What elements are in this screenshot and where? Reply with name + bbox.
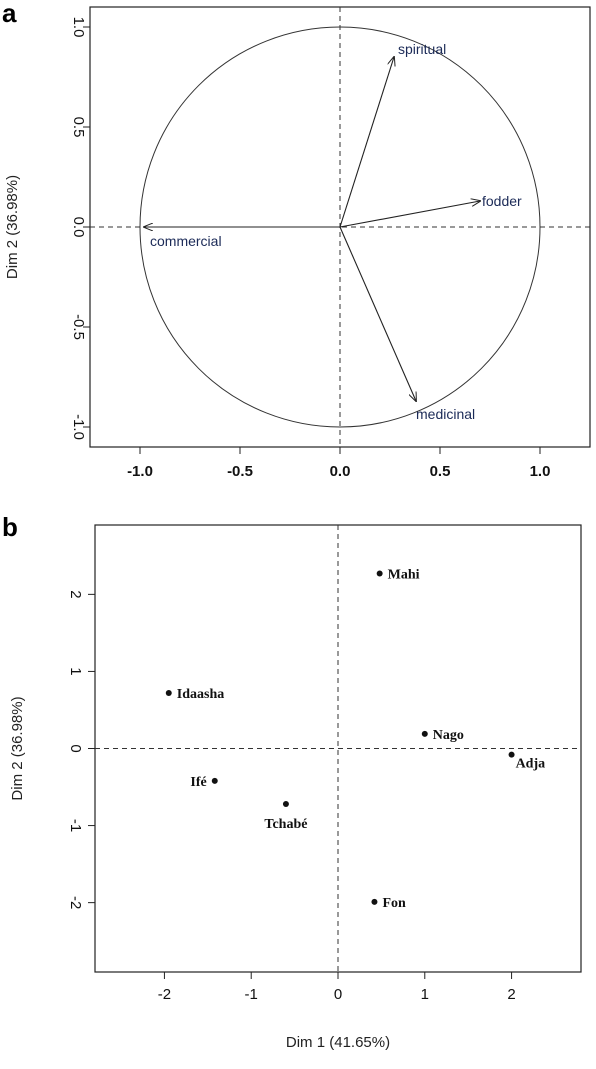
point-label-Idaasha: Idaasha <box>177 687 224 702</box>
vector-label-medicinal: medicinal <box>416 406 475 422</box>
point-Nago <box>421 730 428 737</box>
y-tick-label: 2 <box>67 590 84 598</box>
y-tick-label: -0.5 <box>70 314 87 340</box>
correlation-circle <box>139 26 541 428</box>
y-tick-label: -1 <box>67 819 84 832</box>
x-tick-label: -0.5 <box>227 463 253 480</box>
panel-b-letter: b <box>2 512 18 542</box>
y-tick-label: -1.0 <box>70 414 87 440</box>
x-tick-label: -2 <box>158 986 171 1003</box>
point-Fon <box>371 898 378 905</box>
x-tick-label: 0.5 <box>430 463 451 480</box>
x-tick-label: 0 <box>334 986 342 1003</box>
vector-spiritual <box>339 57 394 228</box>
point-Tchabé <box>282 800 289 807</box>
point-label-Mahi: Mahi <box>388 568 420 583</box>
point-label-Fon: Fon <box>382 896 406 911</box>
y-axis-title: Dim 2 (36.98%) <box>9 696 26 800</box>
y-tick-label: 1 <box>67 667 84 675</box>
vector-label-fodder: fodder <box>482 193 522 209</box>
y-tick-label: 0.0 <box>70 217 87 238</box>
x-tick-label: 0.0 <box>330 463 351 480</box>
point-label-Nago: Nago <box>433 728 464 743</box>
point-label-Adja: Adja <box>516 757 546 772</box>
vector-label-commercial: commercial <box>150 233 222 249</box>
x-tick-label: 1 <box>421 986 429 1003</box>
panel-a-chart: a spiritual fodder commercial medicinal -1.0… <box>2 0 591 480</box>
panel-b-plot-area: Mahi Idaasha Nago Adja Ifé Tchabé Fon -2 -1 0 1 2 -2… <box>9 525 581 1051</box>
point-Idaasha <box>165 690 172 697</box>
point-label-Tchabé: Tchabé <box>264 817 307 832</box>
x-tick-label: 2 <box>507 986 515 1003</box>
x-axis-title: Dim 1 (41.65%) <box>286 1034 390 1051</box>
y-axis-title: Dim 2 (36.98%) <box>4 175 21 279</box>
x-tick-label: 1.0 <box>530 463 551 480</box>
x-tick-label: -1 <box>245 986 258 1003</box>
point-Ifé <box>211 777 218 784</box>
y-tick-label: -2 <box>67 896 84 909</box>
panel-a-letter: a <box>2 0 17 28</box>
point-Mahi <box>376 570 383 577</box>
panel-a-plot-area: spiritual fodder commercial medicinal -1.0 -0… <box>4 7 590 480</box>
y-tick-label: 1.0 <box>70 17 87 38</box>
vector-label-spiritual: spiritual <box>398 41 446 57</box>
y-tick-label: 0.5 <box>70 117 87 138</box>
y-tick-label: 0 <box>67 744 84 752</box>
point-label-Ifé: Ifé <box>190 775 206 790</box>
vector-medicinal <box>339 226 416 401</box>
vector-fodder <box>339 201 480 228</box>
panel-b-chart: b Mahi Idaasha Nago Adja Ifé Tchabé Fon -2 -1 0 1 2… <box>2 512 582 1051</box>
point-Adja <box>508 751 515 758</box>
x-tick-label: -1.0 <box>127 463 153 480</box>
